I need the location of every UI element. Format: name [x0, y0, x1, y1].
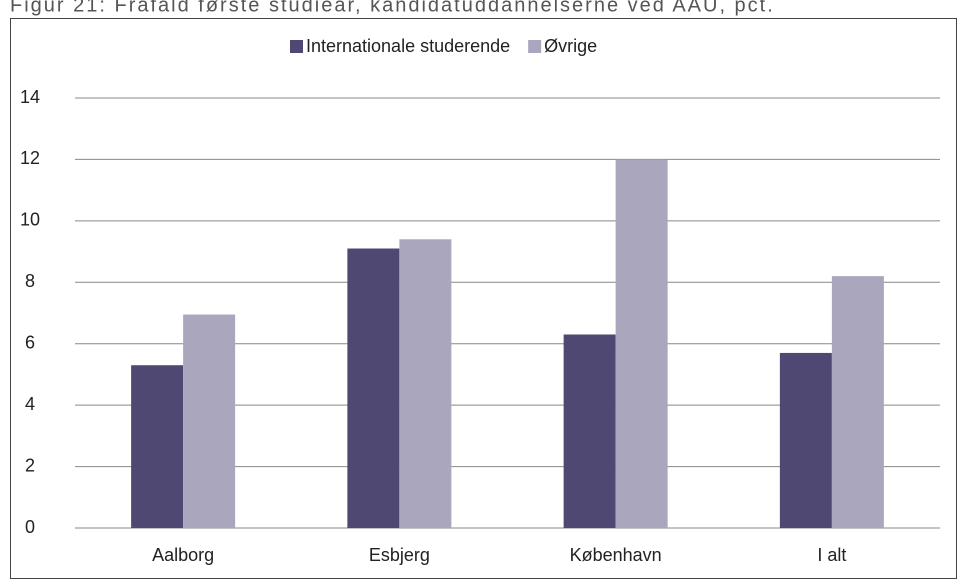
y-tick-label: 14	[20, 87, 40, 107]
bar	[563, 334, 616, 528]
y-tick-label: 0	[25, 517, 35, 537]
legend-swatch	[290, 40, 303, 53]
y-tick-label: 2	[25, 455, 35, 475]
y-tick-label: 12	[20, 148, 40, 168]
x-tick-label: Esbjerg	[369, 545, 430, 565]
legend-swatch	[528, 40, 542, 53]
y-tick-label: 10	[20, 210, 40, 230]
bar	[131, 365, 184, 528]
chart-title: Figur 21: Frafald første studieår, kandi…	[10, 0, 775, 16]
bar	[615, 159, 668, 528]
y-tick-label: 8	[25, 271, 35, 291]
x-tick-label: I alt	[817, 545, 846, 565]
y-tick-label: 4	[25, 394, 35, 414]
bar	[779, 352, 832, 528]
x-tick-label: København	[570, 545, 662, 565]
bar	[399, 239, 452, 529]
bar	[831, 276, 884, 528]
legend-label: Internationale studerende	[306, 36, 510, 56]
x-tick-label: Aalborg	[152, 545, 214, 565]
bar	[183, 314, 236, 528]
legend-label: Øvrige	[544, 36, 597, 56]
bar	[347, 248, 400, 528]
y-tick-label: 6	[25, 332, 35, 352]
